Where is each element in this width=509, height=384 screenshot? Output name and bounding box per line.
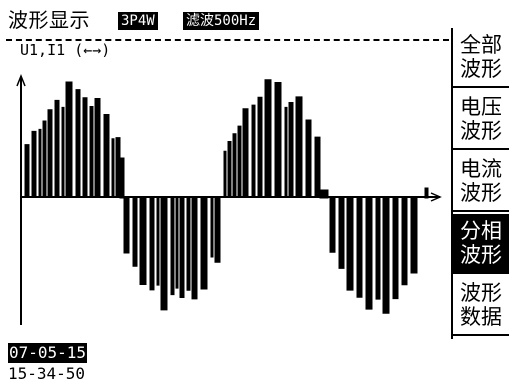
side-menu: 全部 波形 电压 波形 电流 波形 分相 波形 波形 数据 bbox=[451, 28, 509, 339]
menu-phase-waveform[interactable]: 分相 波形 bbox=[453, 214, 509, 274]
x-axis-arrow-icon bbox=[430, 192, 442, 202]
menu-voltage-waveform[interactable]: 电压 波形 bbox=[453, 90, 509, 150]
menu-phase-waveform-label: 分相 波形 bbox=[460, 219, 502, 267]
header-divider bbox=[6, 39, 449, 41]
wiring-mode-badge: 3P4W bbox=[118, 12, 158, 30]
date-display: 07-05-15 bbox=[8, 343, 88, 363]
page-title: 波形显示 bbox=[8, 8, 90, 32]
zoom-indicator: (←→) bbox=[74, 41, 111, 59]
time-display: 15-34-50 bbox=[8, 364, 86, 383]
y-axis-arrow-icon bbox=[16, 73, 26, 87]
channel-label: U1,I1 (←→) bbox=[20, 41, 110, 59]
menu-current-waveform[interactable]: 电流 波形 bbox=[453, 152, 509, 212]
filter-badge: 滤波500Hz bbox=[183, 12, 260, 30]
waveform-trace bbox=[24, 79, 429, 314]
menu-all-waveforms[interactable]: 全部 波形 bbox=[453, 28, 509, 88]
waveform-plot[interactable] bbox=[0, 0, 450, 335]
menu-waveform-data[interactable]: 波形 数据 bbox=[453, 276, 509, 336]
channel-name: U1,I1 bbox=[20, 41, 66, 59]
menu-all-waveforms-label: 全部 波形 bbox=[460, 33, 502, 81]
menu-waveform-data-label: 波形 数据 bbox=[460, 281, 502, 329]
menu-voltage-waveform-label: 电压 波形 bbox=[460, 95, 502, 143]
menu-current-waveform-label: 电流 波形 bbox=[460, 157, 502, 205]
